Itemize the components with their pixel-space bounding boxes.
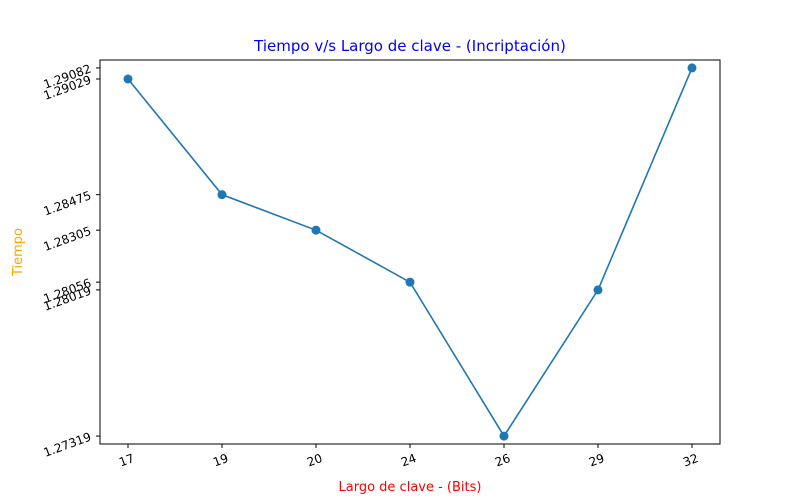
data-point	[499, 431, 509, 441]
y-tick-label: 1.28475	[42, 188, 93, 218]
series-line-group	[123, 63, 697, 441]
chart-title: Tiempo v/s Largo de clave - (Incriptació…	[253, 37, 566, 55]
y-tick-label: 1.27319	[42, 430, 93, 460]
x-tick-label: 26	[493, 451, 512, 469]
y-axis-ticks: 1.290821.290291.284751.283051.280561.280…	[42, 62, 100, 460]
x-tick-label: 29	[587, 451, 606, 469]
y-tick-label: 1.28305	[42, 224, 93, 254]
plot-area	[99, 59, 721, 445]
series-line	[127, 67, 693, 438]
x-axis-label: Largo de clave - (Bits)	[339, 480, 482, 495]
data-point	[311, 225, 321, 235]
x-tick-label: 19	[211, 451, 230, 469]
data-point	[123, 74, 133, 84]
x-tick-label: 24	[399, 451, 418, 469]
data-point	[405, 277, 415, 287]
y-axis-label: Tiempo	[11, 228, 26, 277]
data-point	[593, 285, 603, 295]
x-tick-label: 17	[117, 451, 136, 469]
x-tick-label: 32	[681, 451, 700, 469]
x-axis-ticks: 17 19 20 24 26 29 32	[117, 444, 700, 469]
data-point	[687, 63, 697, 73]
x-tick-label: 20	[305, 451, 324, 469]
data-point	[217, 190, 227, 200]
